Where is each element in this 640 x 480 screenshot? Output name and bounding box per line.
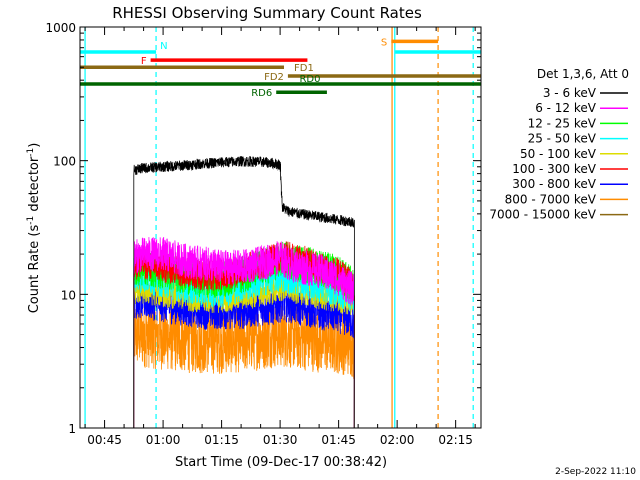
flag-label-F: F: [141, 56, 147, 67]
plot-frame: [79, 26, 482, 429]
y-tick-label: 1: [68, 422, 76, 436]
series-800to7000keV-trace: [133, 301, 355, 429]
x-tick-label: 01:30: [263, 433, 298, 447]
legend-label: 7000 - 15000 keV: [489, 208, 596, 222]
y-axis-label: Count Rate (s-1 detector-1): [26, 143, 42, 314]
flag-label-N: N: [160, 41, 167, 52]
footer-timestamp: 2-Sep-2022 11:10: [555, 467, 636, 477]
flag-label-RD6: RD6: [251, 88, 272, 99]
axes: 00:45 01:00 01:15 01:30 01:45 02:00 02:15 1 10 10…: [45, 21, 481, 447]
flag-label-FD1: FD1: [294, 63, 314, 74]
legend-label: 300 - 800 keV: [512, 177, 596, 191]
x-tick-label: 00:45: [87, 433, 122, 447]
legend-label: 100 - 300 keV: [512, 162, 596, 176]
legend-label: 50 - 100 keV: [520, 147, 597, 161]
x-tick-label: 01:15: [204, 433, 239, 447]
legend-label: 3 - 6 keV: [543, 86, 597, 100]
legend-label: 12 - 25 keV: [528, 116, 597, 130]
x-tick-label: 01:00: [146, 433, 181, 447]
y-tick-label: 1000: [45, 21, 76, 35]
legend-header: Det 1,3,6, Att 0: [537, 67, 629, 81]
x-axis-label: Start Time (09-Dec-17 00:38:42): [175, 455, 387, 470]
legend-label: 6 - 12 keV: [535, 101, 597, 115]
series-6to12keV-trace: [133, 236, 355, 429]
flag-label-RD0: RD0: [299, 74, 320, 85]
x-tick-label: 02:00: [380, 433, 415, 447]
plot-area: N S F FD1 FD2 RD0 RD6: [80, 27, 481, 429]
x-tick-label: 02:15: [438, 433, 473, 447]
y-tick-label: 10: [61, 288, 76, 302]
legend-label: 25 - 50 keV: [528, 132, 597, 146]
x-tick-label: 01:45: [321, 433, 356, 447]
chart-title: RHESSI Observing Summary Count Rates: [112, 4, 422, 22]
y-tick-label: 100: [53, 155, 76, 169]
series-3to6keV-trace: [133, 156, 355, 429]
flag-label-S: S: [381, 37, 387, 48]
legend-label: 800 - 7000 keV: [505, 192, 597, 206]
flag-label-FD2: FD2: [264, 72, 284, 83]
